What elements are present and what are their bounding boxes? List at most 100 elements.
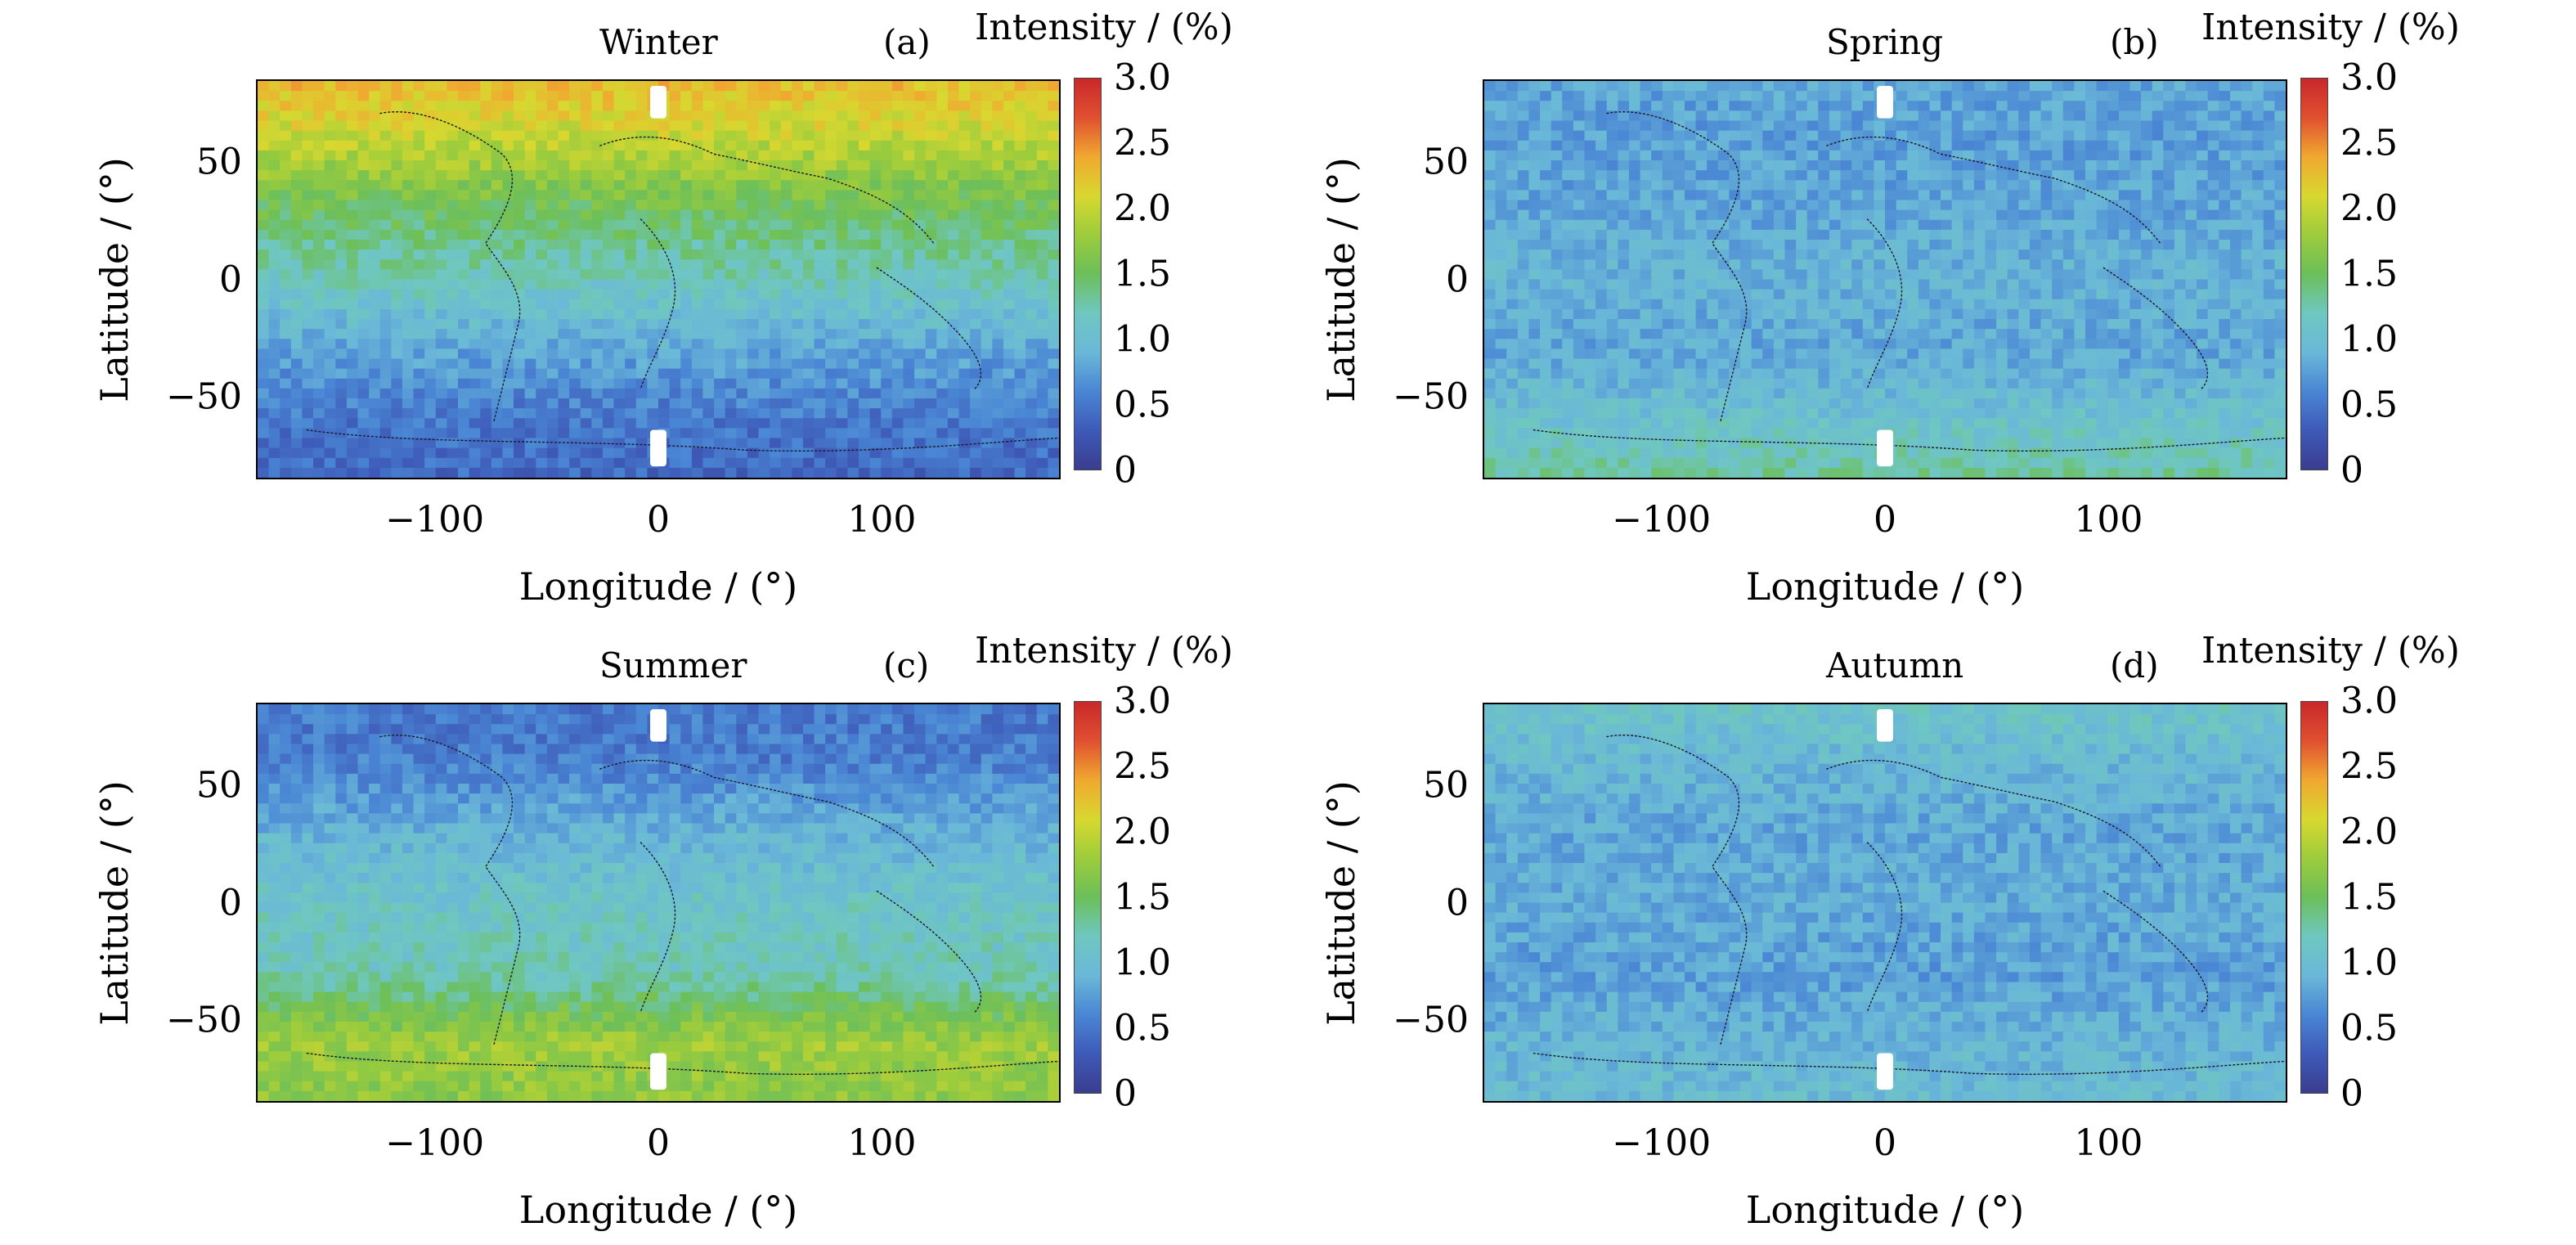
heatmap-cell bbox=[859, 249, 871, 260]
heatmap-cell bbox=[1851, 240, 1864, 250]
heatmap-cell bbox=[469, 289, 481, 300]
heatmap-cell bbox=[290, 160, 303, 171]
heatmap-cell bbox=[1595, 289, 1608, 300]
heatmap-cell bbox=[2152, 120, 2164, 132]
heatmap-cell bbox=[391, 190, 403, 201]
heatmap-cell bbox=[1874, 180, 1886, 191]
heatmap-cell bbox=[1985, 269, 1997, 281]
heatmap-cell bbox=[925, 329, 937, 339]
heatmap-cell bbox=[714, 110, 726, 122]
heatmap-cell bbox=[1951, 91, 1963, 101]
heatmap-cell bbox=[1996, 348, 2008, 360]
heatmap-cell bbox=[747, 240, 760, 250]
heatmap-cell bbox=[1573, 130, 1586, 142]
heatmap-cell bbox=[736, 348, 748, 360]
heatmap-cell bbox=[1762, 101, 1775, 111]
heatmap-cell bbox=[1685, 249, 1697, 260]
heatmap-cell bbox=[2074, 348, 2086, 360]
heatmap-cell bbox=[1751, 229, 1763, 240]
heatmap-cell bbox=[302, 130, 314, 142]
heatmap-cell bbox=[402, 467, 415, 478]
heatmap-cell bbox=[936, 398, 949, 409]
heatmap-cell bbox=[1973, 319, 1986, 330]
heatmap-cell bbox=[869, 160, 882, 171]
heatmap-cell bbox=[1528, 130, 1541, 142]
heatmap-cell bbox=[480, 269, 492, 281]
heatmap-cell bbox=[2040, 140, 2053, 151]
heatmap-cell bbox=[1048, 101, 1059, 111]
heatmap-cell bbox=[580, 81, 592, 92]
heatmap-cell bbox=[635, 398, 648, 409]
heatmap-cell bbox=[2152, 101, 2164, 111]
heatmap-cell bbox=[1773, 269, 1786, 281]
heatmap-cell bbox=[970, 368, 982, 380]
heatmap-cell bbox=[1014, 81, 1026, 92]
heatmap-cell bbox=[2018, 150, 2031, 161]
heatmap-cell bbox=[1762, 110, 1775, 122]
heatmap-cell bbox=[480, 457, 492, 469]
heatmap-cell bbox=[2152, 229, 2164, 240]
heatmap-cell bbox=[881, 289, 893, 300]
heatmap-cell bbox=[1528, 110, 1541, 122]
heatmap-cell bbox=[613, 308, 626, 320]
heatmap-cell bbox=[1862, 279, 1874, 290]
heatmap-cell bbox=[2152, 130, 2164, 142]
heatmap-cell bbox=[1784, 101, 1797, 111]
heatmap-cell bbox=[346, 368, 359, 380]
heatmap-cell bbox=[391, 209, 403, 221]
heatmap-cell bbox=[413, 200, 425, 211]
heatmap-cell bbox=[1829, 348, 1842, 360]
heatmap-cell bbox=[836, 140, 848, 151]
heatmap-cell bbox=[2096, 130, 2108, 142]
heatmap-cell bbox=[702, 110, 715, 122]
heatmap-cell bbox=[914, 348, 927, 360]
heatmap-cell bbox=[1896, 81, 1908, 92]
heatmap-cell bbox=[1996, 319, 2008, 330]
heatmap-cell bbox=[413, 130, 425, 142]
heatmap-cell bbox=[2074, 180, 2086, 191]
heatmap-cell bbox=[1685, 180, 1697, 191]
heatmap-cell bbox=[958, 319, 971, 330]
heatmap-cell bbox=[591, 339, 604, 349]
heatmap-cell bbox=[2052, 308, 2064, 320]
heatmap-cell bbox=[1717, 180, 1730, 191]
heatmap-cell bbox=[891, 101, 904, 111]
heatmap-cell bbox=[1484, 209, 1497, 221]
heatmap-cell bbox=[1762, 190, 1775, 201]
heatmap-cell bbox=[1951, 299, 1963, 310]
heatmap-cell bbox=[546, 160, 559, 171]
heatmap-cell bbox=[2263, 269, 2275, 281]
heatmap-cell bbox=[2029, 348, 2042, 360]
heatmap-cell bbox=[2141, 348, 2153, 360]
heatmap-cell bbox=[792, 308, 804, 320]
heatmap-cell bbox=[802, 279, 815, 290]
heatmap-cell bbox=[680, 219, 693, 231]
heatmap-cell bbox=[958, 110, 971, 122]
heatmap-cell bbox=[402, 170, 415, 181]
heatmap-cell bbox=[268, 180, 280, 191]
heatmap-cell bbox=[635, 229, 648, 240]
heatmap-cell bbox=[992, 200, 1004, 211]
heatmap-cell bbox=[447, 299, 459, 310]
heatmap-cell bbox=[1751, 170, 1763, 181]
heatmap-cell bbox=[859, 467, 871, 478]
heatmap-cell bbox=[680, 428, 693, 439]
heatmap-cell bbox=[524, 398, 536, 409]
heatmap-cell bbox=[691, 418, 704, 429]
heatmap-cell bbox=[447, 150, 459, 161]
heatmap-cell bbox=[435, 447, 447, 459]
heatmap-cell bbox=[725, 279, 737, 290]
heatmap-cell bbox=[802, 110, 815, 122]
heatmap-cell bbox=[891, 130, 904, 142]
heatmap-cell bbox=[313, 428, 325, 439]
heatmap-cell bbox=[936, 130, 949, 142]
heatmap-cell bbox=[1918, 319, 1931, 330]
heatmap-cell bbox=[546, 180, 559, 191]
heatmap-cell bbox=[302, 348, 314, 360]
heatmap-cell bbox=[2185, 150, 2197, 161]
heatmap-cell bbox=[1517, 180, 1530, 191]
heatmap-cell bbox=[335, 180, 348, 191]
heatmap-cell bbox=[1818, 81, 1830, 92]
heatmap-cell bbox=[1717, 101, 1730, 111]
heatmap-cell bbox=[2040, 229, 2053, 240]
